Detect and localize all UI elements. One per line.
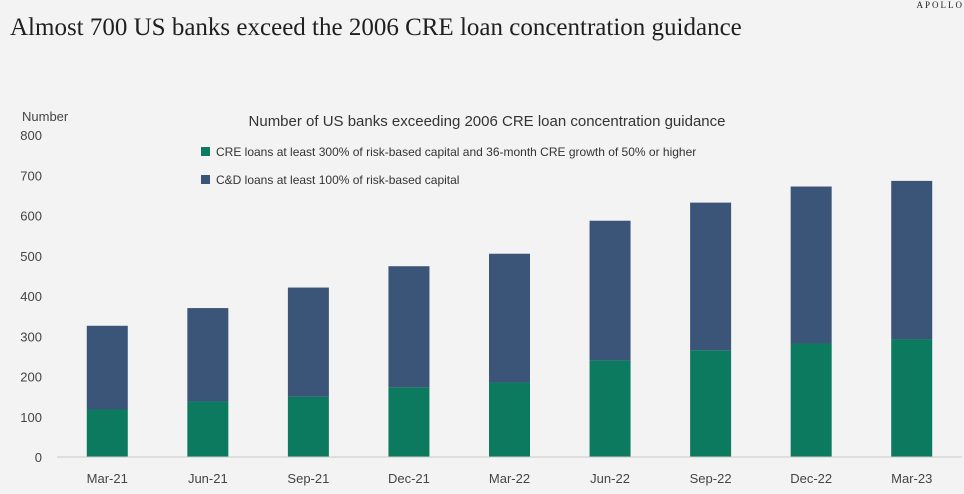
chart-title: Number of US banks exceeding 2006 CRE lo… (249, 113, 726, 130)
y-tick-label: 700 (20, 168, 42, 183)
x-tick-label: Mar-21 (87, 471, 128, 486)
bars-group (87, 181, 932, 457)
chart-legend: CRE loans at least 300% of risk-based ca… (201, 145, 696, 187)
bar-segment-cd (187, 308, 228, 401)
bar-segment-cre (891, 339, 932, 457)
legend-label: CRE loans at least 300% of risk-based ca… (216, 145, 696, 159)
bar-segment-cre (187, 401, 228, 457)
x-tick-label: Jun-22 (590, 471, 630, 486)
y-tick-label: 500 (20, 249, 42, 264)
bar-segment-cd (891, 181, 932, 339)
bar-segment-cre (288, 397, 329, 457)
x-tick-label: Jun-21 (188, 471, 228, 486)
x-tick-label: Sep-22 (690, 471, 732, 486)
y-tick-label: 400 (20, 289, 42, 304)
x-tick-label: Mar-22 (489, 471, 530, 486)
bar-segment-cre (388, 387, 429, 457)
x-axis: Mar-21 Jun-21 Sep-21 Dec-21 Mar-22 Jun-22 Sep-… (87, 471, 933, 486)
bar-segment-cd (690, 203, 731, 351)
bar-segment-cre (791, 343, 832, 457)
y-tick-label: 100 (20, 410, 42, 425)
x-tick-label: Mar-23 (891, 471, 932, 486)
y-tick-label: 300 (20, 329, 42, 344)
legend-label: C&D loans at least 100% of risk-based ca… (216, 173, 459, 187)
y-tick-label: 600 (20, 209, 42, 224)
legend-swatch (201, 175, 210, 184)
y-axis-label: Number (22, 109, 69, 124)
x-tick-label: Dec-21 (388, 471, 430, 486)
y-tick-label: 800 (20, 128, 42, 143)
bar-segment-cd (489, 254, 530, 383)
legend-swatch (201, 147, 210, 156)
bar-segment-cd (87, 326, 128, 410)
bar-segment-cre (489, 383, 530, 457)
x-tick-label: Sep-21 (287, 471, 329, 486)
bar-segment-cd (791, 187, 832, 344)
bar-segment-cd (590, 221, 631, 361)
bar-segment-cre (690, 350, 731, 457)
bar-segment-cd (288, 288, 329, 397)
bar-segment-cre (87, 410, 128, 457)
bar-segment-cre (590, 360, 631, 457)
bar-segment-cd (388, 266, 429, 387)
y-tick-label: 200 (20, 370, 42, 385)
y-axis: 0 100 200 300 400 500 600 700 800 (20, 128, 42, 465)
y-tick-label: 0 (35, 450, 42, 465)
x-tick-label: Dec-22 (790, 471, 832, 486)
